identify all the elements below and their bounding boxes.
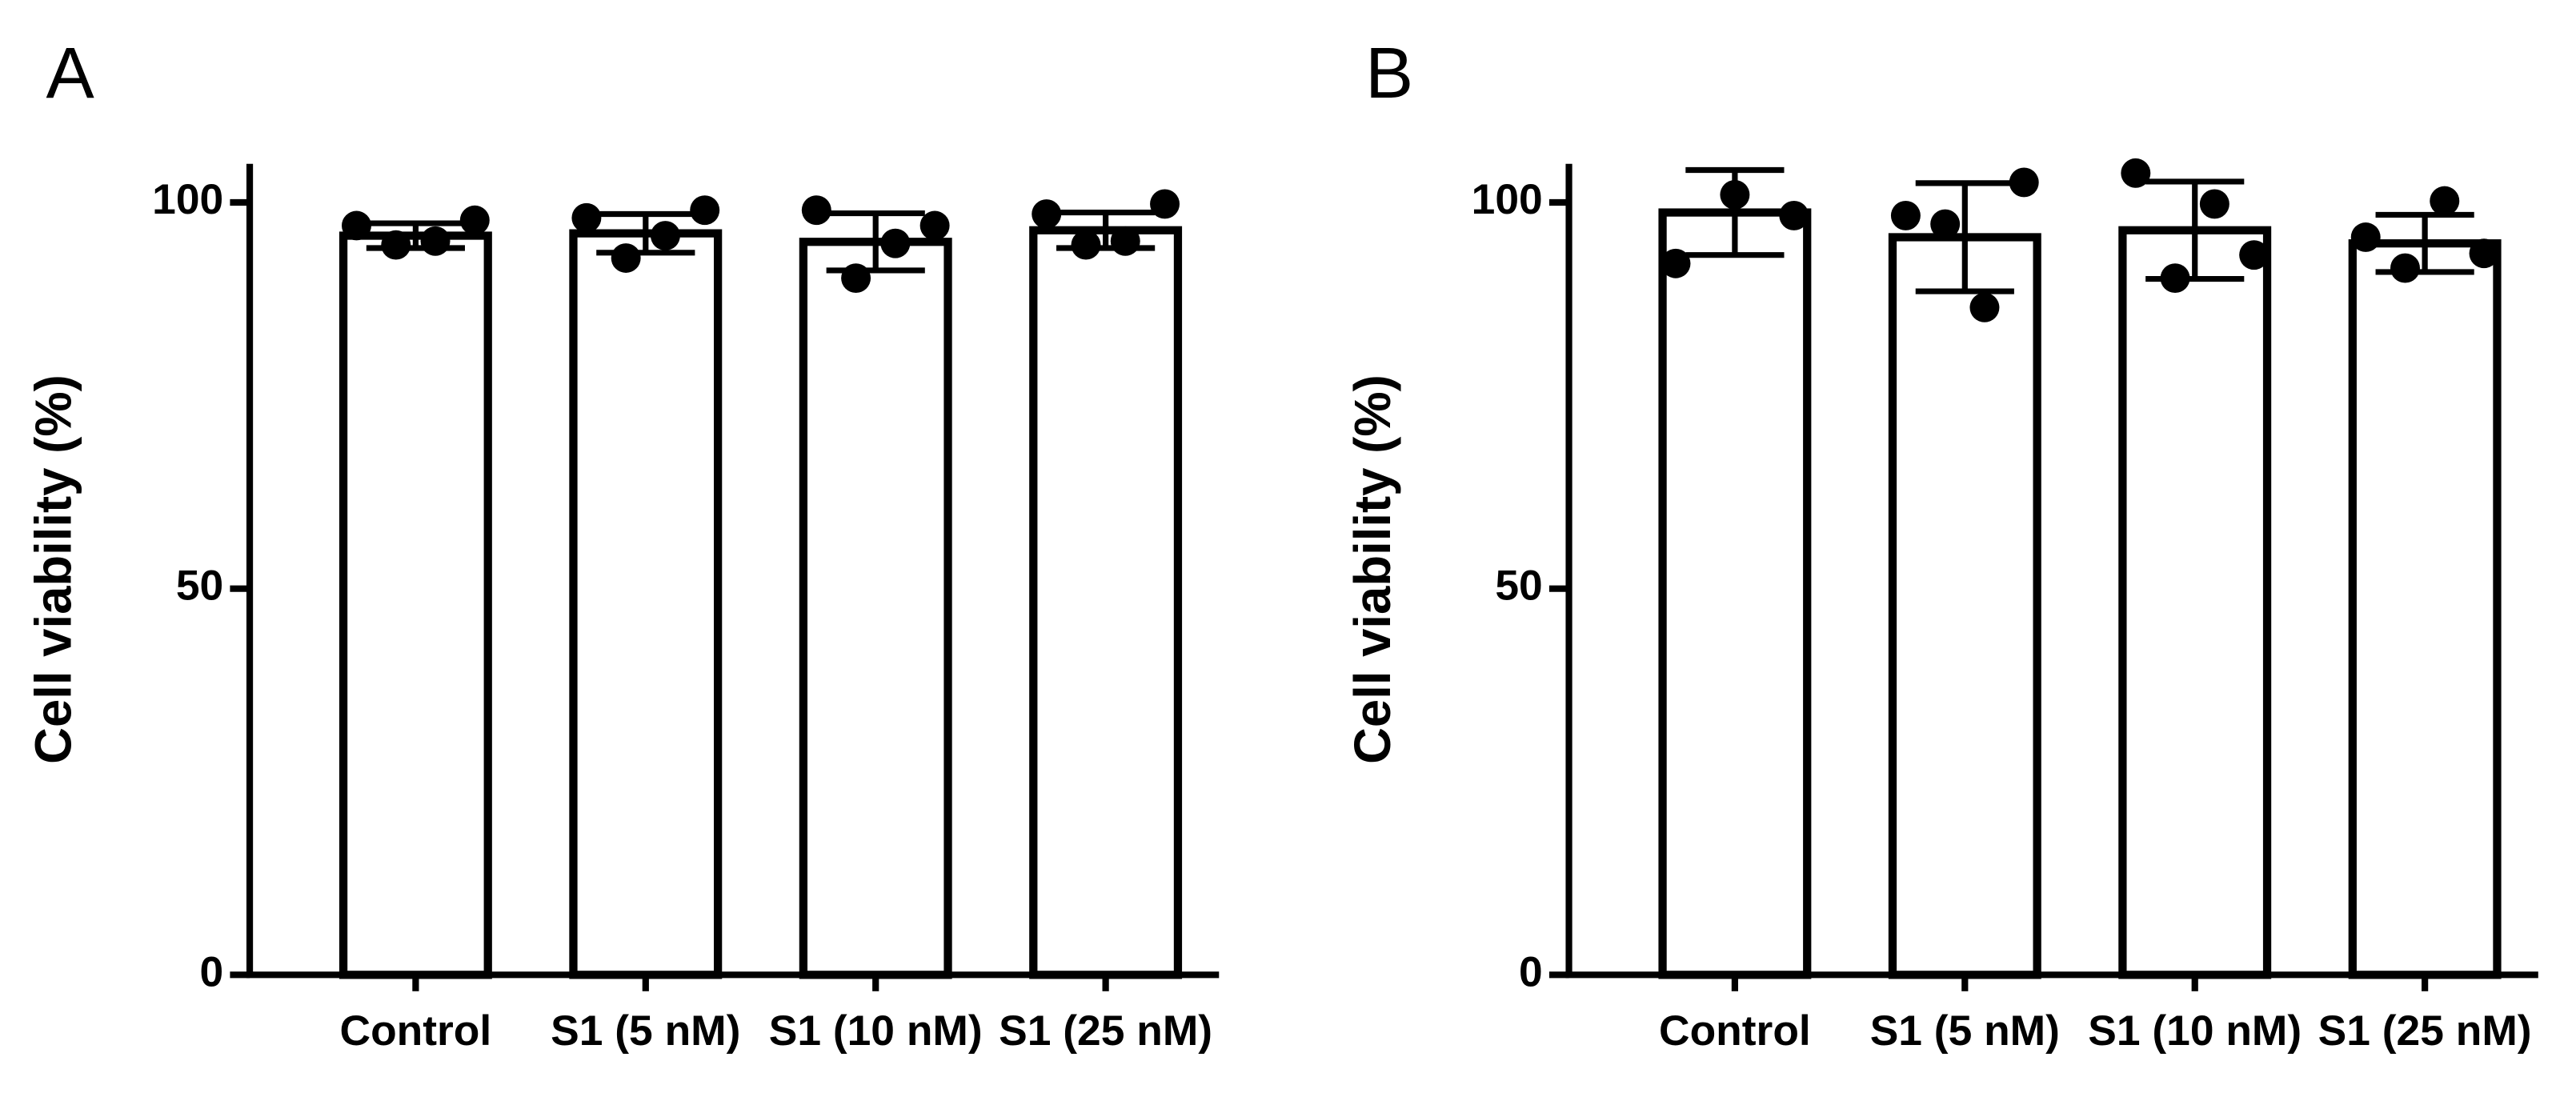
y-tick-label: 0: [200, 948, 224, 995]
data-point: [2390, 253, 2420, 283]
data-point: [1890, 201, 1921, 230]
x-tick-label: S1 (10 nM): [2088, 1007, 2302, 1055]
data-point: [611, 243, 641, 273]
bar: [339, 231, 492, 979]
bar: [1888, 233, 2041, 979]
data-point: [571, 202, 602, 233]
data-point: [2121, 158, 2151, 188]
y-tick-label: 0: [1519, 948, 1543, 995]
y-tick-label: 50: [176, 563, 223, 610]
data-point: [1150, 189, 1180, 219]
data-point: [1110, 226, 1140, 256]
data-point: [2009, 167, 2039, 198]
data-point: [2430, 186, 2460, 216]
data-point: [342, 210, 371, 241]
data-point: [1071, 230, 1101, 260]
data-point: [459, 205, 490, 235]
data-point: [1779, 201, 1809, 230]
bar: [2118, 226, 2272, 979]
data-point: [690, 195, 720, 226]
y-tick-label: 100: [1472, 176, 1543, 223]
bar: [1658, 208, 1812, 979]
data-point: [1969, 292, 2000, 322]
x-tick-label: S1 (5 nM): [1870, 1007, 2060, 1055]
x-tick-label: S1 (25 nM): [2318, 1007, 2532, 1055]
y-axis-label: Cell viability (%): [26, 374, 82, 764]
data-point: [420, 226, 451, 256]
x-tick-label: Control: [1659, 1007, 1811, 1055]
y-axis-label: Cell viability (%): [1344, 374, 1401, 764]
data-point: [1930, 209, 1961, 239]
data-point: [2160, 263, 2190, 294]
data-point: [919, 210, 950, 241]
y-tick-label: 50: [1495, 563, 1542, 610]
data-point: [2199, 189, 2229, 219]
data-point: [1720, 179, 1750, 210]
data-point: [2469, 238, 2499, 269]
data-point: [1032, 199, 1062, 229]
data-point: [801, 195, 831, 226]
bar: [799, 238, 952, 979]
panel-label: A: [46, 33, 94, 114]
y-tick-label: 100: [152, 176, 223, 223]
x-tick-label: S1 (25 nM): [999, 1007, 1212, 1055]
data-point: [880, 228, 911, 258]
bar: [2348, 239, 2502, 979]
panel-label: B: [1365, 33, 1413, 114]
data-point: [2239, 240, 2270, 270]
x-tick-label: S1 (10 nM): [769, 1007, 983, 1055]
bar: [1029, 226, 1183, 979]
data-point: [841, 263, 871, 294]
data-point: [1661, 248, 1691, 278]
data-point: [381, 230, 411, 260]
error-bar: [1915, 180, 2014, 294]
bar: [569, 229, 723, 979]
error-bar: [826, 210, 925, 274]
data-point: [2350, 222, 2381, 252]
x-tick-label: Control: [340, 1007, 492, 1055]
x-tick-label: S1 (5 nM): [551, 1007, 740, 1055]
data-point: [650, 221, 680, 250]
